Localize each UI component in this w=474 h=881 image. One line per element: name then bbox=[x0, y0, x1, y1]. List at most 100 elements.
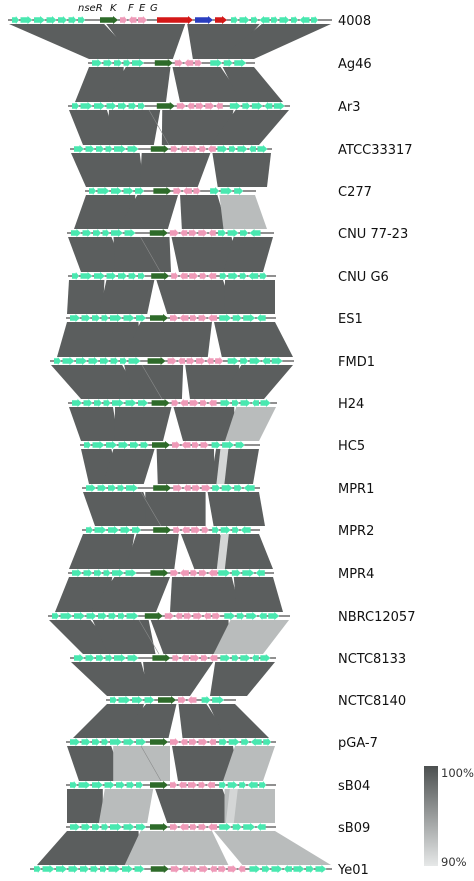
identity-band bbox=[187, 24, 260, 59]
flank-gene-arrow bbox=[218, 229, 227, 237]
flank-gene-arrow bbox=[243, 484, 255, 492]
feg-gene-arrow bbox=[128, 16, 137, 24]
flank-gene-arrow bbox=[248, 272, 259, 280]
identity-band bbox=[156, 449, 215, 484]
flank-gene-arrow bbox=[86, 612, 97, 620]
flank-gene-arrow bbox=[102, 229, 110, 237]
flank-gene-arrow bbox=[70, 823, 80, 831]
feg-gene-arrow bbox=[188, 145, 198, 153]
feg-gene-arrow bbox=[181, 526, 190, 534]
identity-band-light bbox=[216, 534, 229, 569]
feg-gene-arrow bbox=[207, 145, 216, 153]
flank-gene-arrow bbox=[90, 865, 99, 873]
flank-gene-arrow bbox=[80, 102, 93, 110]
identity-band bbox=[67, 280, 105, 314]
feg-gene-arrow bbox=[203, 612, 211, 620]
flank-gene-arrow bbox=[140, 441, 149, 449]
flank-gene-arrow bbox=[132, 526, 141, 534]
flank-gene-arrow bbox=[311, 16, 318, 24]
flank-gene-arrow bbox=[83, 399, 93, 407]
flank-gene-arrow bbox=[116, 781, 125, 789]
identity-band bbox=[113, 237, 171, 272]
feg-gene-arrow bbox=[187, 102, 195, 110]
gene-label-E: E bbox=[139, 3, 146, 14]
identity-band bbox=[98, 789, 154, 823]
identity-band bbox=[118, 195, 179, 229]
flank-gene-arrow bbox=[118, 696, 131, 704]
flank-gene-arrow bbox=[232, 314, 242, 322]
genome-track-cnu-77-23 bbox=[67, 229, 274, 237]
feg-gene-arrow bbox=[179, 314, 189, 322]
feg-gene-arrow bbox=[174, 59, 183, 67]
flank-gene-arrow bbox=[239, 272, 247, 280]
flank-gene-arrow bbox=[96, 654, 104, 662]
flank-gene-arrow bbox=[85, 145, 95, 153]
feg-gene-arrow bbox=[188, 229, 197, 237]
strain-label-hc5: HC5 bbox=[338, 439, 365, 454]
flank-gene-arrow bbox=[127, 654, 139, 662]
flank-gene-arrow bbox=[108, 612, 117, 620]
flank-gene-arrow bbox=[231, 16, 238, 24]
flank-gene-arrow bbox=[212, 484, 221, 492]
flank-gene-arrow bbox=[112, 399, 124, 407]
feg-gene-arrow bbox=[179, 272, 188, 280]
identity-band bbox=[161, 110, 234, 145]
flank-gene-arrow bbox=[72, 399, 82, 407]
genome-track-nctc8140 bbox=[106, 696, 236, 704]
feg-gene-arrow bbox=[120, 16, 127, 24]
flank-gene-arrow bbox=[229, 102, 241, 110]
k-gene-arrow bbox=[151, 272, 170, 280]
identity-band bbox=[224, 280, 275, 314]
red-gene-arrow bbox=[215, 16, 227, 24]
flank-gene-arrow bbox=[232, 526, 240, 534]
flank-gene-arrow bbox=[104, 781, 115, 789]
genome-track-nbrc12057 bbox=[48, 612, 290, 620]
feg-gene-arrow bbox=[199, 865, 209, 873]
flank-gene-arrow bbox=[136, 314, 146, 322]
strain-label-cnu-77-23: CNU 77-23 bbox=[338, 227, 408, 242]
flank-gene-arrow bbox=[234, 484, 243, 492]
feg-gene-arrow bbox=[183, 484, 191, 492]
feg-gene-arrow bbox=[170, 145, 178, 153]
genome-track-mpr4 bbox=[68, 569, 274, 577]
flank-gene-arrow bbox=[112, 569, 124, 577]
k-gene-arrow bbox=[150, 569, 169, 577]
flank-gene-arrow bbox=[83, 569, 93, 577]
genome-track-es1 bbox=[66, 314, 276, 322]
feg-gene-arrow bbox=[198, 738, 208, 746]
feg-gene-arrow bbox=[167, 357, 177, 365]
flank-gene-arrow bbox=[268, 612, 280, 620]
flank-gene-arrow bbox=[110, 823, 122, 831]
identity-band bbox=[68, 237, 125, 272]
flank-gene-arrow bbox=[34, 865, 41, 873]
identity-band bbox=[172, 746, 239, 781]
flank-gene-arrow bbox=[242, 569, 255, 577]
k-gene-arrow bbox=[150, 823, 168, 831]
flank-gene-arrow bbox=[120, 357, 127, 365]
identity-band bbox=[173, 407, 235, 441]
strain-label-h24: H24 bbox=[338, 397, 364, 412]
flank-gene-arrow bbox=[264, 102, 273, 110]
flank-gene-arrow bbox=[232, 823, 242, 831]
flank-gene-arrow bbox=[92, 738, 100, 746]
feg-gene-arrow bbox=[182, 187, 192, 195]
feg-gene-arrow bbox=[175, 612, 183, 620]
flank-gene-arrow bbox=[257, 145, 268, 153]
flank-gene-arrow bbox=[243, 314, 256, 322]
identity-band bbox=[69, 534, 135, 569]
flank-gene-arrow bbox=[97, 187, 110, 195]
flank-gene-arrow bbox=[101, 738, 109, 746]
flank-gene-arrow bbox=[81, 314, 91, 322]
strain-label-nbrc12057: NBRC12057 bbox=[338, 610, 415, 625]
flank-gene-arrow bbox=[105, 145, 113, 153]
feg-gene-arrow bbox=[164, 612, 174, 620]
identity-band bbox=[139, 153, 211, 187]
feg-gene-arrow bbox=[194, 59, 202, 67]
strain-label-ar3: Ar3 bbox=[338, 100, 361, 115]
flank-gene-arrow bbox=[220, 654, 231, 662]
flank-gene-arrow bbox=[86, 526, 93, 534]
flank-gene-arrow bbox=[248, 145, 256, 153]
gene-label-K: K bbox=[110, 3, 118, 14]
feg-gene-arrow bbox=[207, 781, 215, 789]
flank-gene-arrow bbox=[227, 357, 239, 365]
